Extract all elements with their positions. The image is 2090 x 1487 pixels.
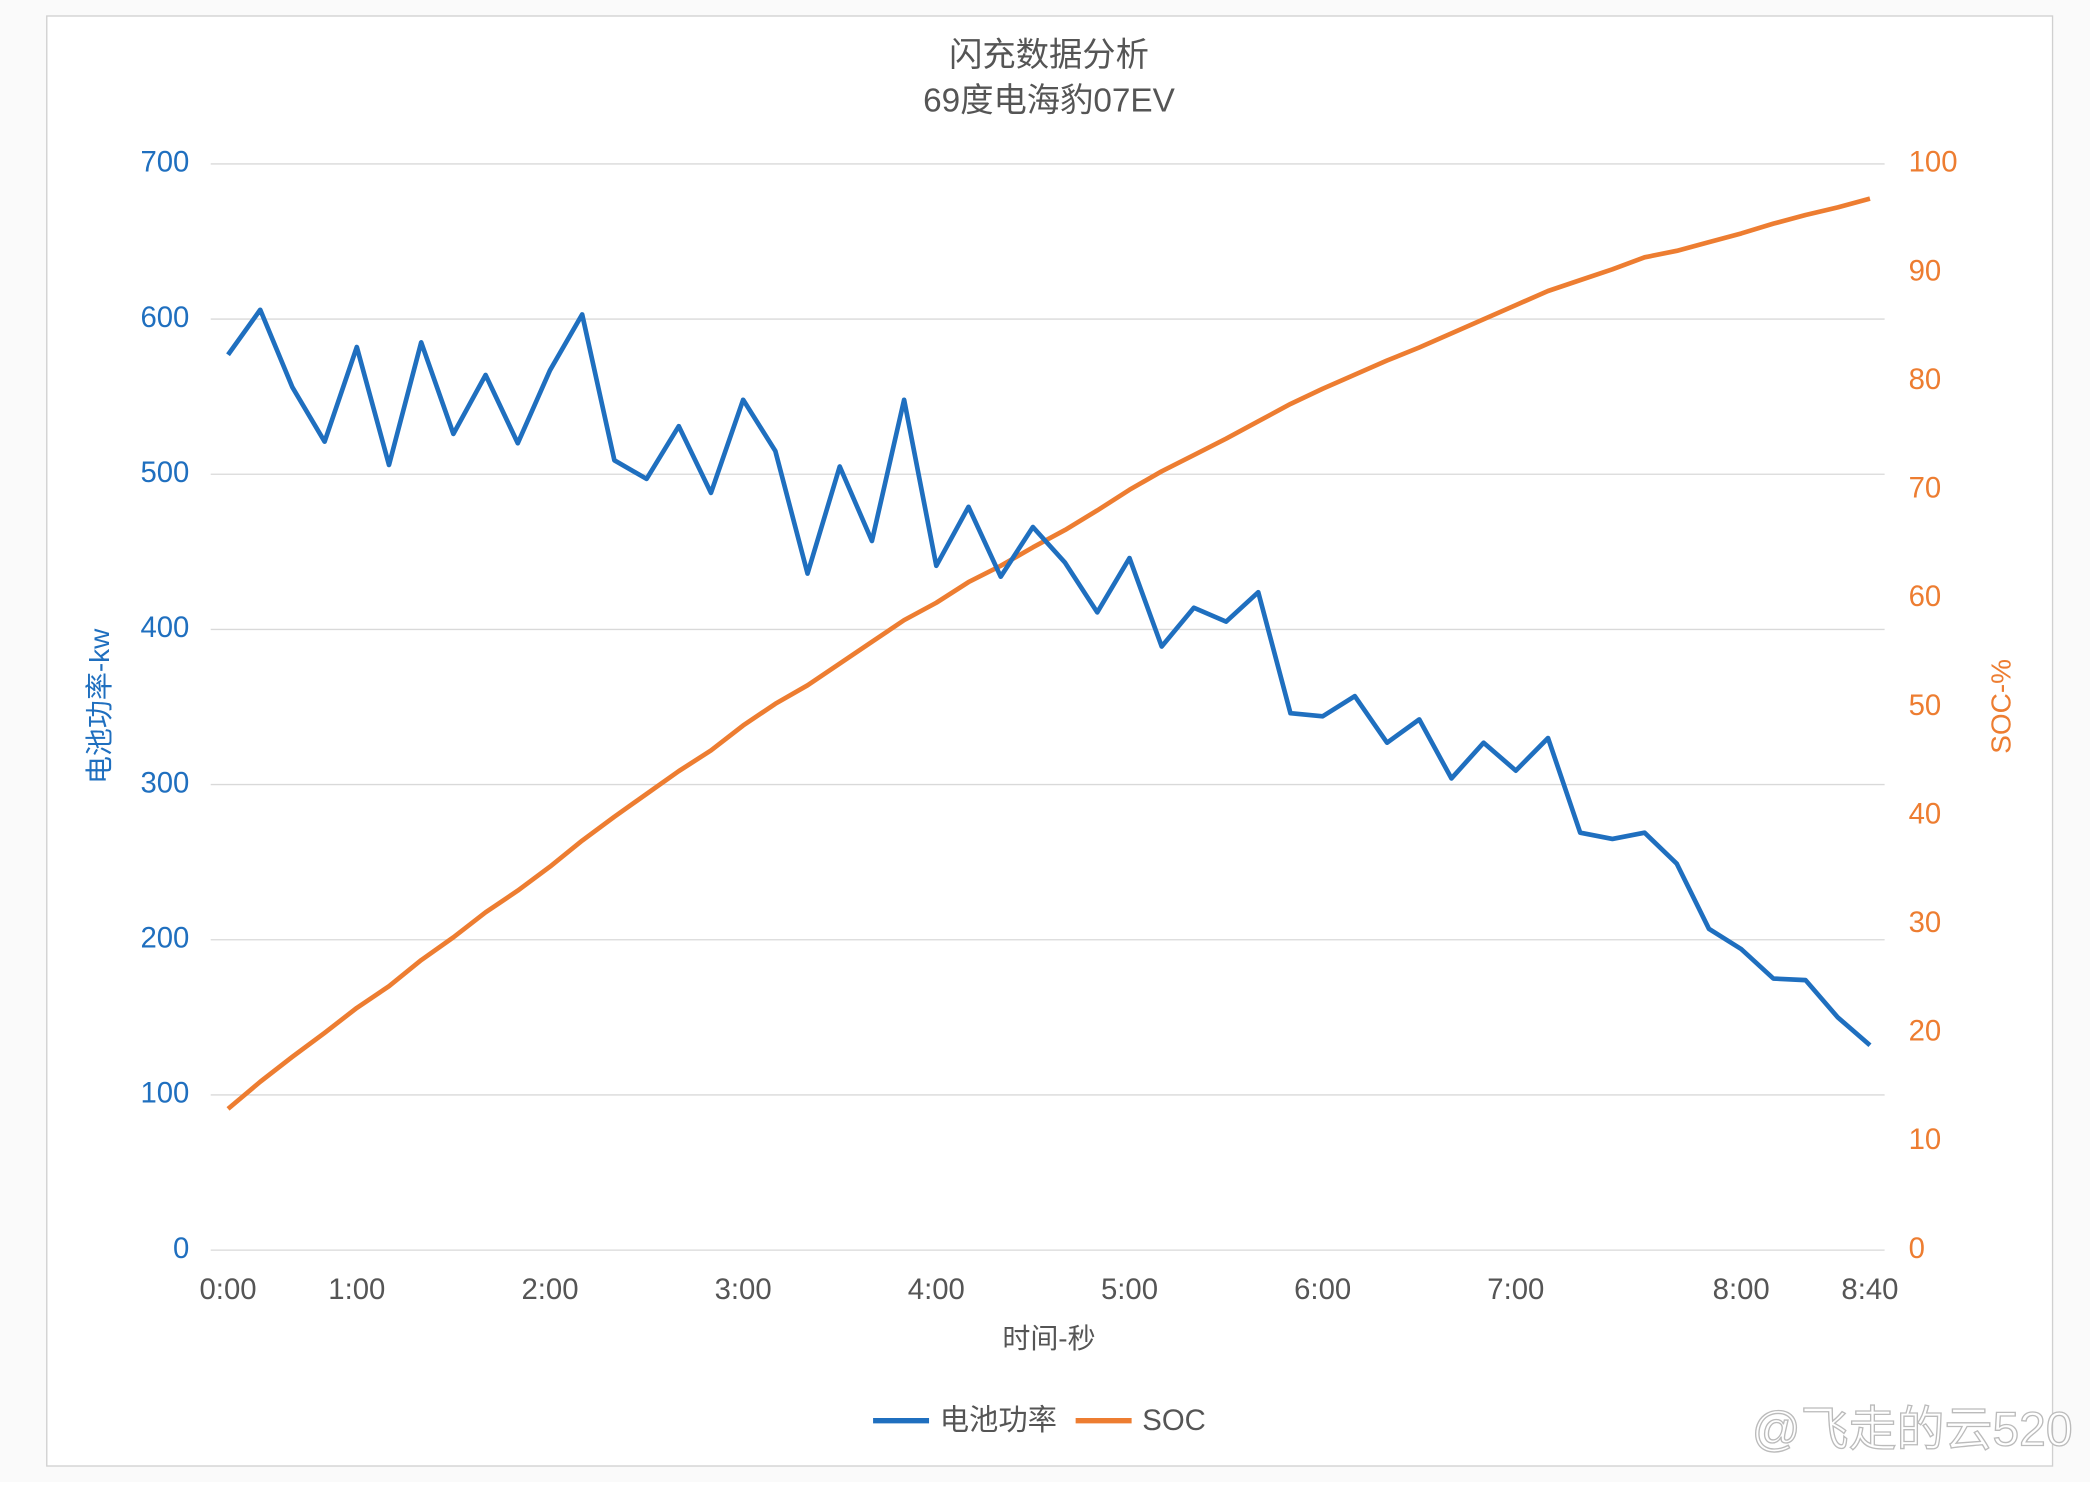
chart-title: 闪充数据分析 (949, 37, 1149, 74)
y2-tick-label: 90 (1909, 254, 1942, 287)
y-tick-label: 0 (173, 1232, 189, 1265)
line-series (226, 307, 1872, 1048)
y2-tick-label: 20 (1909, 1015, 1942, 1048)
x-tick-label: 7:00 (1487, 1273, 1544, 1306)
y-axis-title: 电池功率-kw (84, 628, 115, 784)
y2-tick-label: 50 (1909, 689, 1942, 722)
chart-subtitle: 69度电海豹07EV (923, 82, 1175, 119)
y2-tick-label: 60 (1909, 580, 1942, 613)
x-tick-label: 2:00 (521, 1273, 578, 1306)
x-tick-label: 0:00 (200, 1273, 257, 1306)
y-tick-label: 400 (140, 611, 189, 644)
y-tick-label: 300 (140, 766, 189, 799)
y2-tick-label: 70 (1909, 472, 1942, 505)
y2-tick-label: 40 (1909, 797, 1942, 830)
line-series (226, 196, 1871, 1111)
y-tick-label: 600 (140, 301, 189, 334)
x-tick-label: 1:00 (328, 1273, 385, 1306)
y2-tick-label: 10 (1909, 1123, 1942, 1156)
legend-label: SOC (1142, 1404, 1206, 1437)
y-tick-label: 700 (140, 146, 189, 179)
y2-tick-label: 80 (1909, 363, 1942, 396)
x-axis-title: 时间-秒 (1002, 1323, 1095, 1354)
legend-label: 电池功率 (940, 1404, 1057, 1437)
x-tick-label: 4:00 (908, 1273, 965, 1306)
watermark: @飞走的云520 (1752, 1403, 2073, 1456)
x-tick-label: 8:00 (1713, 1273, 1770, 1306)
y2-tick-label: 30 (1909, 906, 1942, 939)
x-tick-label: 5:00 (1101, 1273, 1158, 1306)
y2-axis-title: SOC-% (1986, 659, 2017, 754)
y-tick-label: 200 (140, 922, 189, 955)
y-tick-label: 100 (140, 1077, 189, 1110)
y-tick-label: 500 (140, 456, 189, 489)
chart-area (46, 15, 2054, 1467)
x-tick-label: 3:00 (715, 1273, 772, 1306)
x-tick-label: 6:00 (1294, 1273, 1351, 1306)
y2-tick-label: 0 (1909, 1232, 1925, 1265)
x-tick-label: 8:40 (1841, 1273, 1898, 1306)
y2-tick-label: 100 (1909, 146, 1958, 179)
